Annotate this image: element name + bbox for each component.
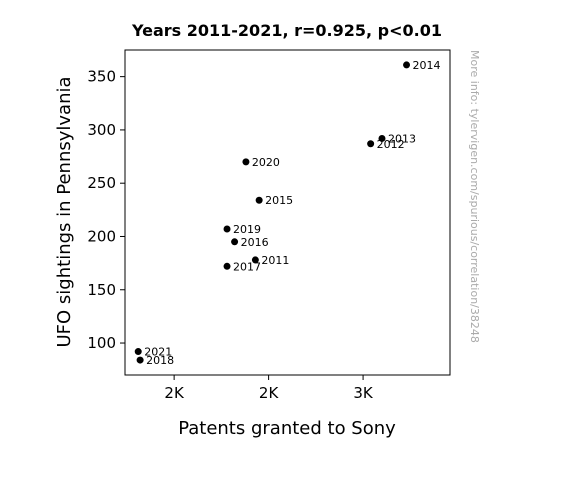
x-axis-ticks: 2K 2K 3K bbox=[164, 375, 374, 402]
y-tick-label: 100 bbox=[87, 334, 116, 352]
y-tick-label: 350 bbox=[87, 68, 116, 86]
data-point-label: 2017 bbox=[233, 260, 261, 273]
x-tick-label: 3K bbox=[353, 384, 374, 402]
data-point-2012 bbox=[367, 140, 375, 148]
y-tick-label: 150 bbox=[87, 281, 116, 299]
data-point-2013 bbox=[378, 134, 386, 142]
data-point-2017 bbox=[223, 262, 231, 270]
data-point-2021 bbox=[134, 348, 142, 356]
x-tick-label: 2K bbox=[164, 384, 185, 402]
watermark-text: More info: tylervigen.com/spurious/corre… bbox=[468, 50, 481, 343]
data-point-label: 2013 bbox=[388, 132, 416, 145]
data-point-label: 2018 bbox=[146, 354, 174, 367]
data-point-2011 bbox=[251, 256, 259, 264]
y-tick-label: 200 bbox=[87, 227, 116, 245]
data-point-label: 2016 bbox=[241, 236, 269, 249]
data-point-2018 bbox=[136, 356, 144, 364]
plot-frame bbox=[124, 49, 451, 376]
data-points: 2011201220132014201520162017201820192020… bbox=[134, 59, 441, 367]
x-tick-label: 2K bbox=[259, 384, 280, 402]
data-point-label: 2015 bbox=[265, 194, 293, 207]
x-axis-label: Patents granted to Sony bbox=[178, 418, 396, 439]
data-point-label: 2019 bbox=[233, 223, 261, 236]
data-point-2016 bbox=[231, 238, 239, 246]
chart-title: Years 2011-2021, r=0.925, p<0.01 bbox=[131, 21, 442, 40]
data-point-2019 bbox=[223, 225, 231, 233]
data-point-label: 2021 bbox=[144, 346, 172, 359]
y-tick-label: 300 bbox=[87, 121, 116, 139]
data-point-label: 2011 bbox=[261, 254, 289, 267]
data-point-2020 bbox=[242, 158, 250, 166]
data-point-2014 bbox=[403, 61, 411, 69]
data-point-label: 2020 bbox=[252, 156, 280, 169]
data-point-label: 2014 bbox=[413, 59, 441, 72]
y-tick-label: 250 bbox=[87, 174, 116, 192]
y-axis-ticks: 100 150 200 250 300 350 bbox=[87, 68, 125, 352]
y-axis-label: UFO sightings in Pennsylvania bbox=[54, 76, 75, 347]
data-point-2015 bbox=[255, 196, 263, 204]
